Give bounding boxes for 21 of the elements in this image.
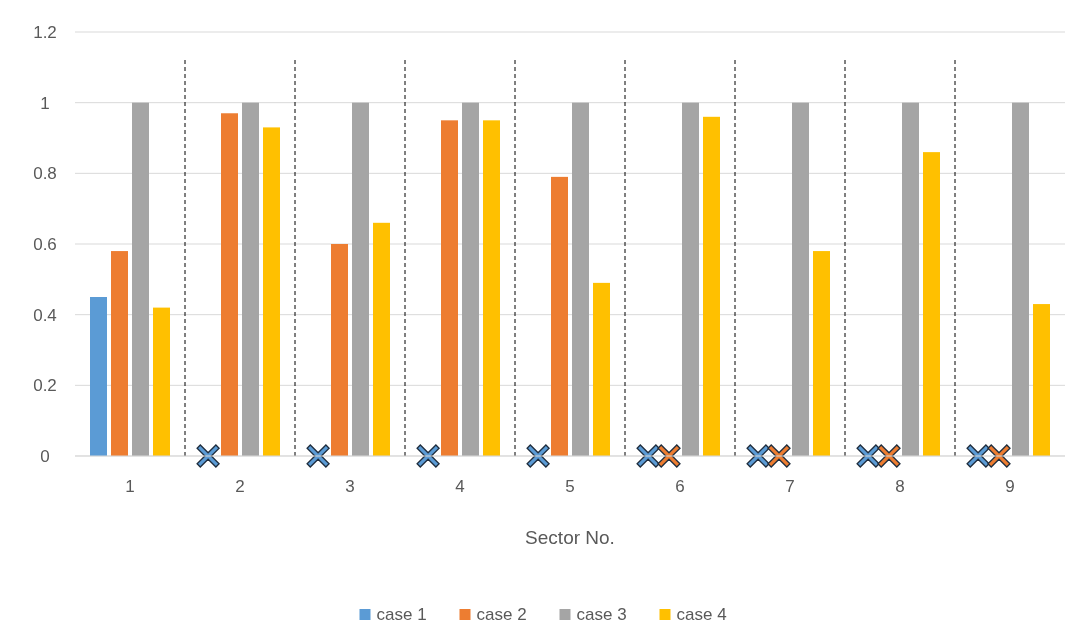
legend-label: case 3 [576, 605, 627, 624]
y-tick-label: 0.8 [33, 164, 57, 184]
x-tick-label: 8 [895, 477, 905, 496]
x-tick-label: 7 [785, 477, 795, 496]
x-tick-label: 5 [565, 477, 575, 496]
x-tick-label: 6 [675, 477, 685, 496]
x-tick-label: 3 [345, 477, 355, 496]
y-tick-label: 1.2 [33, 23, 57, 42]
x-tick-label: 1 [125, 477, 135, 496]
legend-label: case 4 [676, 605, 727, 624]
x-tick-label: 9 [1005, 477, 1015, 496]
x-tick-label: 2 [235, 477, 245, 496]
y-tick-label: 0.4 [33, 305, 57, 325]
legend-label: case 1 [376, 605, 427, 624]
y-tick-label: 0 [40, 447, 50, 466]
x-tick-label: 4 [455, 477, 465, 496]
y-tick-label: 1 [40, 93, 50, 113]
y-tick-label: 0.6 [33, 235, 57, 254]
y-tick-label: 0.2 [33, 376, 57, 396]
x-axis-title: Sector No. [525, 527, 615, 548]
legend-label: case 2 [476, 605, 527, 624]
